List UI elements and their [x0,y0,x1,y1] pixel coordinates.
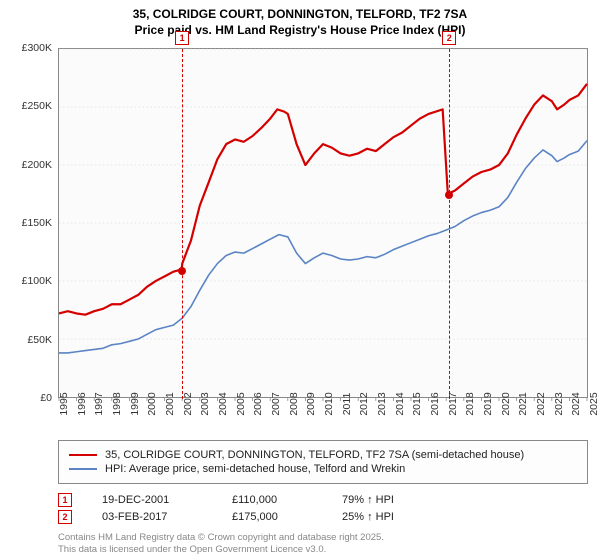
x-tick-label: 2025 [588,392,600,415]
x-tick-label: 1996 [76,392,88,415]
y-tick-label: £200K [22,159,52,171]
marker-price: £110,000 [232,494,312,506]
marker-row-2: 2 03-FEB-2017 £175,000 25% ↑ HPI [58,510,588,524]
footer-line2: This data is licensed under the Open Gov… [58,544,384,556]
footer-note: Contains HM Land Registry data © Crown c… [58,532,384,556]
legend-row-1: HPI: Average price, semi-detached house,… [69,463,577,475]
x-tick-label: 2003 [199,392,211,415]
x-tick-label: 2005 [235,392,247,415]
x-tick-label: 2016 [429,392,441,415]
y-axis: £0£50K£100K£150K£200K£250K£300K [0,48,56,398]
x-tick-label: 1998 [111,392,123,415]
x-tick-label: 2019 [482,392,494,415]
title-line1: 35, COLRIDGE COURT, DONNINGTON, TELFORD,… [0,6,600,22]
marker-date: 03-FEB-2017 [102,511,202,523]
series-line-1 [59,141,587,353]
x-tick-label: 2020 [500,392,512,415]
x-axis: 1995199619971998199920002001200220032004… [58,400,588,440]
x-tick-label: 2021 [517,392,529,415]
x-tick-label: 2011 [341,393,353,416]
marker-price: £175,000 [232,511,312,523]
markers-table: 1 19-DEC-2001 £110,000 79% ↑ HPI 2 03-FEB-201… [58,490,588,527]
x-tick-label: 2010 [323,392,335,415]
chart-title: 35, COLRIDGE COURT, DONNINGTON, TELFORD,… [0,0,600,38]
x-tick-label: 2018 [464,392,476,415]
x-tick-label: 2014 [394,392,406,415]
marker-delta: 25% ↑ HPI [342,511,442,523]
legend-swatch [69,454,97,456]
y-tick-label: £50K [27,334,52,346]
plot-area: 12 [58,48,588,398]
legend-swatch [69,468,97,470]
x-tick-label: 2012 [358,392,370,415]
chart-container: 35, COLRIDGE COURT, DONNINGTON, TELFORD,… [0,0,600,560]
y-tick-label: £250K [22,100,52,112]
x-tick-label: 2015 [411,392,423,415]
x-tick-label: 2002 [182,392,194,415]
marker-date: 19-DEC-2001 [102,494,202,506]
x-tick-label: 1997 [93,392,105,415]
series-line-0 [59,84,587,315]
x-tick-label: 2009 [305,392,317,415]
x-tick-label: 2022 [535,392,547,415]
marker-badge: 1 [58,493,72,507]
x-tick-label: 2013 [376,392,388,415]
y-tick-label: £100K [22,275,52,287]
legend: 35, COLRIDGE COURT, DONNINGTON, TELFORD,… [58,440,588,484]
x-tick-label: 2023 [553,392,565,415]
y-tick-label: £0 [40,392,52,404]
legend-row-0: 35, COLRIDGE COURT, DONNINGTON, TELFORD,… [69,449,577,461]
y-tick-label: £150K [22,217,52,229]
marker-delta: 79% ↑ HPI [342,494,442,506]
legend-label: 35, COLRIDGE COURT, DONNINGTON, TELFORD,… [105,449,524,461]
y-tick-label: £300K [22,42,52,54]
x-tick-label: 2004 [217,392,229,415]
x-tick-label: 1999 [129,392,141,415]
marker-row-1: 1 19-DEC-2001 £110,000 79% ↑ HPI [58,493,588,507]
x-tick-label: 2008 [288,392,300,415]
x-tick-label: 2007 [270,392,282,415]
marker-badge: 2 [58,510,72,524]
plot-svg [59,49,587,397]
x-tick-label: 2017 [447,392,459,415]
x-tick-label: 1995 [58,392,70,415]
x-tick-label: 2024 [570,392,582,415]
x-tick-label: 2000 [146,392,158,415]
title-line2: Price paid vs. HM Land Registry's House … [0,22,600,38]
legend-label: HPI: Average price, semi-detached house,… [105,463,405,475]
x-tick-label: 2006 [252,392,264,415]
footer-line1: Contains HM Land Registry data © Crown c… [58,532,384,544]
x-tick-label: 2001 [164,392,176,415]
